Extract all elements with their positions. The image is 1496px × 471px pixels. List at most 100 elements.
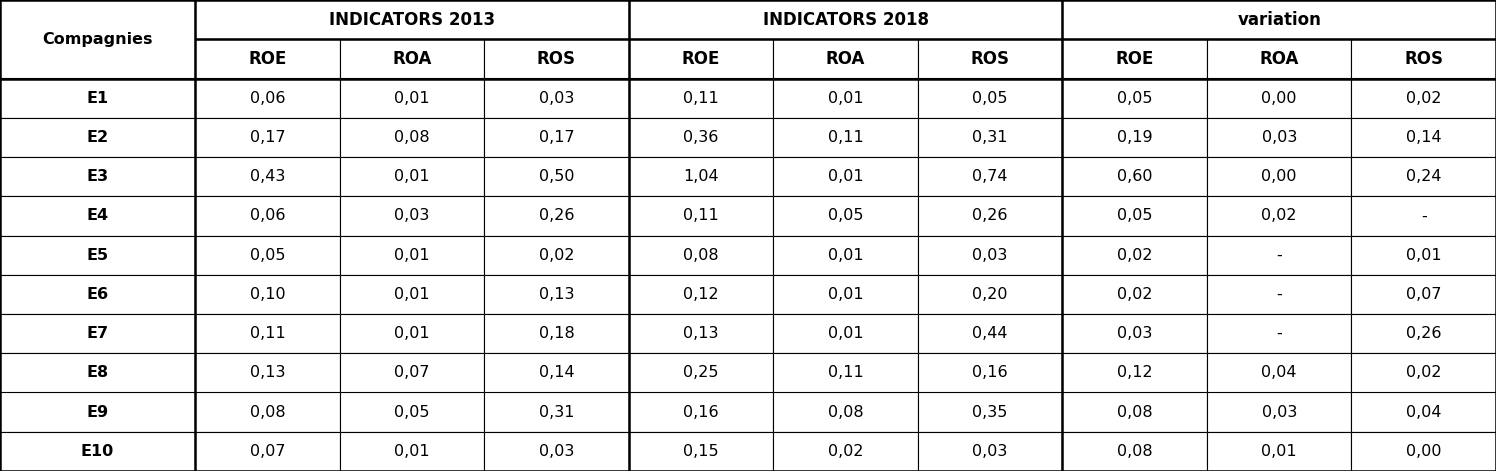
Bar <box>194 392 340 432</box>
Bar <box>1351 157 1496 196</box>
Text: 0,03: 0,03 <box>972 248 1008 263</box>
Bar <box>340 79 485 118</box>
Text: 0,35: 0,35 <box>972 405 1008 420</box>
Bar <box>628 0 1062 39</box>
Bar <box>628 157 773 196</box>
Bar <box>773 157 919 196</box>
Bar <box>485 275 628 314</box>
Text: E3: E3 <box>87 169 109 184</box>
Bar <box>919 314 1062 353</box>
Bar <box>919 392 1062 432</box>
Text: 0,02: 0,02 <box>1118 248 1152 263</box>
Bar <box>773 314 919 353</box>
Text: 0,03: 0,03 <box>972 444 1008 459</box>
Bar <box>773 275 919 314</box>
Bar <box>485 196 628 236</box>
Bar <box>628 157 773 196</box>
Bar <box>485 432 628 471</box>
Bar <box>628 0 1062 39</box>
Text: 0,01: 0,01 <box>827 287 863 302</box>
Bar <box>773 196 919 236</box>
Bar <box>0 157 194 196</box>
Bar <box>340 392 485 432</box>
Text: 0,07: 0,07 <box>1406 287 1442 302</box>
Text: 0,04: 0,04 <box>1261 365 1297 381</box>
Bar <box>628 353 773 392</box>
Bar <box>340 275 485 314</box>
Bar <box>1062 196 1207 236</box>
Text: 0,11: 0,11 <box>684 208 720 223</box>
Bar <box>340 157 485 196</box>
Bar <box>1062 353 1207 392</box>
Bar <box>340 314 485 353</box>
Text: variation: variation <box>1237 11 1321 29</box>
Bar <box>0 392 194 432</box>
Bar <box>0 0 194 79</box>
Bar <box>1207 392 1351 432</box>
Bar <box>919 157 1062 196</box>
Bar <box>1207 353 1351 392</box>
Bar <box>0 275 194 314</box>
Text: 0,07: 0,07 <box>250 444 286 459</box>
Bar <box>1351 79 1496 118</box>
Bar <box>1062 275 1207 314</box>
Bar <box>628 118 773 157</box>
Text: ROS: ROS <box>537 50 576 68</box>
Bar <box>1062 157 1207 196</box>
Text: 0,14: 0,14 <box>539 365 574 381</box>
Bar <box>194 79 340 118</box>
Bar <box>919 275 1062 314</box>
Bar <box>1351 353 1496 392</box>
Bar <box>194 79 340 118</box>
Text: E1: E1 <box>87 90 109 106</box>
Bar <box>628 196 773 236</box>
Bar <box>340 275 485 314</box>
Bar <box>194 353 340 392</box>
Bar <box>1351 236 1496 275</box>
Bar <box>194 353 340 392</box>
Bar <box>1207 275 1351 314</box>
Bar <box>485 118 628 157</box>
Bar <box>1207 39 1351 79</box>
Text: 0,11: 0,11 <box>827 130 863 145</box>
Bar <box>194 236 340 275</box>
Text: 0,01: 0,01 <box>393 326 429 341</box>
Bar <box>340 79 485 118</box>
Bar <box>1351 39 1496 79</box>
Text: E7: E7 <box>87 326 109 341</box>
Bar <box>773 236 919 275</box>
Text: 0,01: 0,01 <box>827 169 863 184</box>
Bar <box>340 196 485 236</box>
Bar <box>340 118 485 157</box>
Text: ROA: ROA <box>1260 50 1299 68</box>
Bar <box>919 157 1062 196</box>
Bar <box>0 392 194 432</box>
Bar <box>1351 118 1496 157</box>
Text: 0,11: 0,11 <box>827 365 863 381</box>
Text: 0,05: 0,05 <box>1118 90 1152 106</box>
Bar <box>1351 157 1496 196</box>
Bar <box>485 353 628 392</box>
Bar <box>194 432 340 471</box>
Bar <box>485 314 628 353</box>
Text: 0,20: 0,20 <box>972 287 1008 302</box>
Text: Compagnies: Compagnies <box>42 32 153 47</box>
Text: 0,08: 0,08 <box>684 248 720 263</box>
Text: 0,02: 0,02 <box>827 444 863 459</box>
Text: 0,02: 0,02 <box>1118 287 1152 302</box>
Bar <box>194 392 340 432</box>
Text: 0,05: 0,05 <box>1118 208 1152 223</box>
Text: INDICATORS 2013: INDICATORS 2013 <box>329 11 495 29</box>
Text: 0,26: 0,26 <box>972 208 1008 223</box>
Bar <box>1062 79 1207 118</box>
Bar <box>340 314 485 353</box>
Bar <box>628 314 773 353</box>
Bar <box>485 353 628 392</box>
Text: 0,01: 0,01 <box>393 248 429 263</box>
Bar <box>628 275 773 314</box>
Text: 0,26: 0,26 <box>1406 326 1442 341</box>
Bar <box>0 275 194 314</box>
Bar <box>194 0 628 39</box>
Bar <box>1207 236 1351 275</box>
Bar <box>628 79 773 118</box>
